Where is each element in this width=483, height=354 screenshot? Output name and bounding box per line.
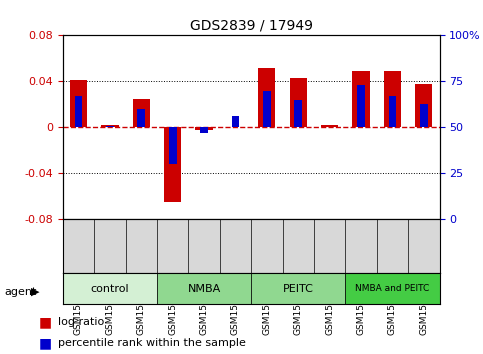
Bar	[357, 85, 365, 127]
Text: PEITC: PEITC	[283, 284, 313, 293]
Bar	[415, 84, 432, 127]
Bar	[137, 109, 145, 127]
Text: NMBA and PEITC: NMBA and PEITC	[355, 284, 429, 293]
Bar	[70, 80, 87, 127]
FancyBboxPatch shape	[251, 273, 345, 304]
Bar	[384, 71, 401, 127]
Title: GDS2839 / 17949: GDS2839 / 17949	[190, 19, 313, 33]
Text: control: control	[91, 284, 129, 293]
Text: ■: ■	[39, 315, 52, 329]
Bar	[231, 116, 240, 127]
Bar	[290, 78, 307, 127]
Bar	[263, 91, 271, 127]
Bar	[200, 127, 208, 133]
Bar	[388, 96, 397, 127]
Text: ■: ■	[39, 336, 52, 350]
Bar	[353, 71, 369, 127]
Bar	[258, 68, 275, 127]
Bar	[196, 127, 213, 130]
Text: percentile rank within the sample: percentile rank within the sample	[58, 338, 246, 348]
FancyBboxPatch shape	[63, 273, 157, 304]
Bar	[169, 127, 177, 164]
Text: NMBA: NMBA	[187, 284, 221, 293]
Bar	[74, 96, 83, 127]
Bar	[420, 103, 428, 127]
Bar	[106, 126, 114, 127]
Text: ▶: ▶	[31, 287, 40, 297]
Bar	[164, 127, 181, 202]
FancyBboxPatch shape	[345, 273, 440, 304]
Text: agent: agent	[5, 287, 37, 297]
FancyBboxPatch shape	[157, 273, 251, 304]
Bar	[133, 99, 150, 127]
Bar	[101, 125, 118, 127]
Bar	[294, 100, 302, 127]
Bar	[321, 125, 338, 127]
Text: log ratio: log ratio	[58, 317, 104, 327]
